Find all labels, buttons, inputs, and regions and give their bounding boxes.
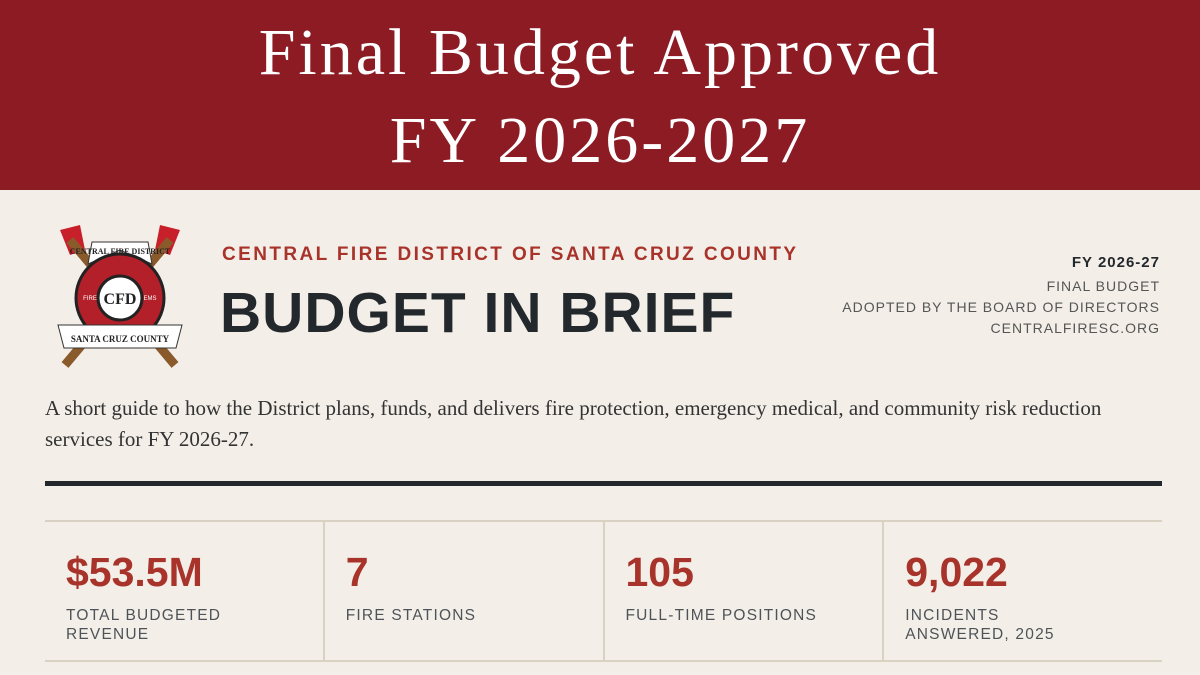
stat-label: INCIDENTS ANSWERED, 2025 bbox=[905, 607, 1055, 643]
logo-right-text: EMS bbox=[143, 296, 156, 302]
stat-value: $53.5M bbox=[66, 549, 203, 595]
header-title: Final Budget Approved bbox=[258, 16, 942, 89]
stat-value: 9,022 bbox=[905, 549, 1008, 595]
logo-monogram: CFD bbox=[104, 291, 137, 308]
logo-bottom-text: SANTA CRUZ COUNTY bbox=[71, 334, 170, 344]
meta-line: FY 2026-27 bbox=[1071, 254, 1160, 271]
stat-value: 105 bbox=[625, 549, 694, 595]
logo-top-text: CENTRAL FIRE DISTRICT bbox=[70, 247, 171, 256]
logo: CENTRAL FIRE DISTRICT CFD FIRE EMS RESCU… bbox=[57, 225, 183, 368]
stat-value: 7 bbox=[345, 549, 369, 595]
divider bbox=[45, 481, 1162, 486]
stat-label: FIRE STATIONS bbox=[345, 607, 477, 624]
doc-title: BUDGET IN BRIEF bbox=[220, 281, 736, 345]
stat-cell: 9,022 INCIDENTS ANSWERED, 2025 bbox=[882, 522, 1162, 660]
intro-text: A short guide to how the District plans,… bbox=[45, 396, 1102, 451]
stat-cell: $53.5M TOTAL BUDGETED REVENUE bbox=[45, 522, 323, 660]
meta-line: FINAL BUDGET bbox=[1046, 278, 1160, 294]
stats-row: $53.5M TOTAL BUDGETED REVENUE 7 FIRE STATIO… bbox=[45, 520, 1162, 662]
stat-cell: 7 FIRE STATIONS bbox=[322, 522, 603, 660]
logo-badge-text: RESCUE bbox=[107, 331, 132, 337]
meta-line: CENTRALFIRESC.ORG bbox=[990, 320, 1160, 336]
org-name: CENTRAL FIRE DISTRICT OF SANTA CRUZ COUN… bbox=[222, 244, 799, 265]
header-band: Final Budget Approved FY 2026-2027 bbox=[0, 0, 1200, 190]
header-subtitle: FY 2026-2027 bbox=[389, 104, 811, 177]
meta-line: ADOPTED BY THE BOARD OF DIRECTORS bbox=[842, 299, 1160, 315]
stat-cell: 105 FULL-TIME POSITIONS bbox=[602, 522, 883, 660]
logo-left-text: FIRE bbox=[83, 296, 97, 302]
stat-label: FULL-TIME POSITIONS bbox=[625, 607, 818, 624]
stat-label: TOTAL BUDGETED REVENUE bbox=[66, 607, 222, 643]
